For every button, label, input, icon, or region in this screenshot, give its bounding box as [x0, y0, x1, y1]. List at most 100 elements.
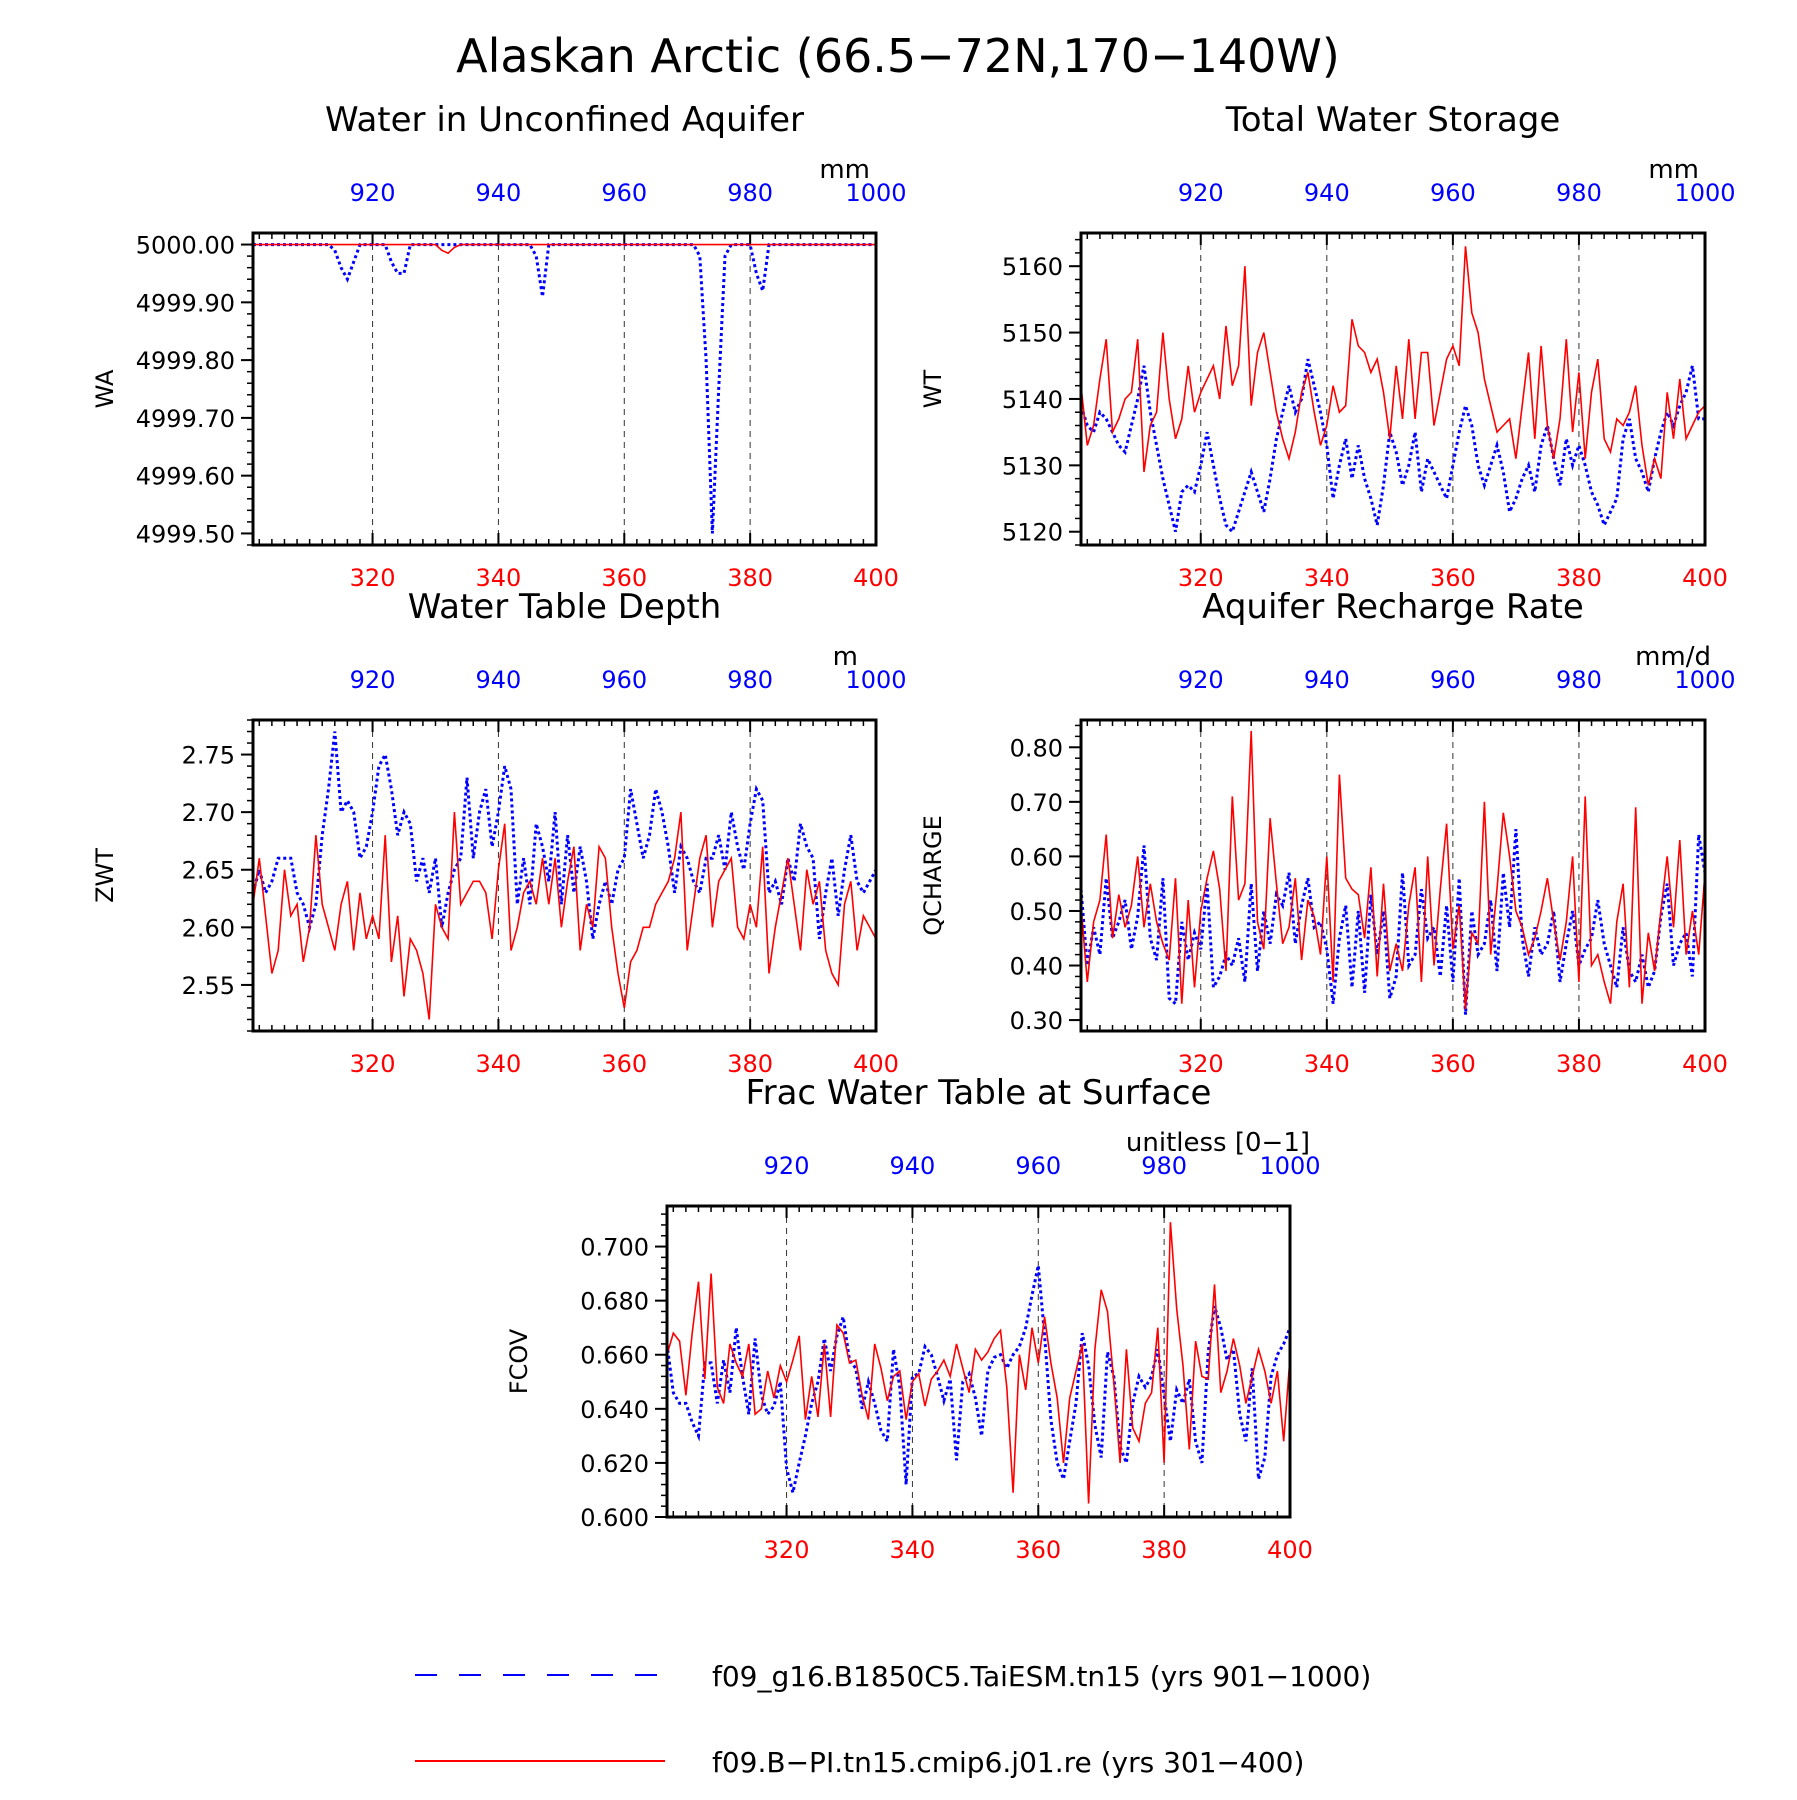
- legend-label-red: f09.B−PI.tn15.cmip6.j01.re (yrs 301−400): [712, 1746, 1304, 1779]
- chart-title: Aquifer Recharge Rate: [1202, 587, 1584, 627]
- series-line-blue: [665, 1265, 1292, 1494]
- x-bottom-tick-label: 400: [1682, 564, 1728, 592]
- x-top-tick-label: 920: [764, 1152, 810, 1180]
- x-bottom-tick-label: 380: [727, 564, 773, 592]
- x-bottom-tick-label: 360: [601, 1050, 647, 1078]
- series-line-red: [1080, 246, 1706, 486]
- x-top-tick-label: 980: [1556, 666, 1602, 694]
- y-tick-label: 0.50: [1010, 898, 1063, 926]
- x-top-tick-label: 980: [727, 179, 773, 207]
- x-bottom-tick-label: 340: [1304, 564, 1350, 592]
- y-tick-label: 0.30: [1010, 1007, 1063, 1035]
- y-tick-label: 0.640: [580, 1396, 649, 1424]
- series-line-red: [252, 811, 877, 1020]
- x-top-tick-label: 1000: [845, 666, 906, 694]
- units-label: mm/d: [1635, 642, 1711, 672]
- legend-item-red: f09.B−PI.tn15.cmip6.j01.re (yrs 301−400): [415, 1746, 1304, 1779]
- y-tick-label: 4999.80: [136, 347, 235, 375]
- x-bottom-tick-label: 340: [476, 1050, 522, 1078]
- chart-panel-4: Aquifer Recharge Rate mm/d QCHARGE 320 340 36…: [919, 587, 1736, 1078]
- units-label: mm: [1648, 155, 1699, 185]
- series-line-blue: [1079, 358, 1705, 535]
- legend: f09_g16.B1850C5.TaiESM.tn15 (yrs 901−100…: [415, 1660, 1371, 1779]
- y-axis-label: WA: [91, 369, 119, 408]
- y-tick-label: 0.620: [580, 1450, 649, 1478]
- chart-title: Water in Unconfined Aquifer: [325, 100, 804, 140]
- plot-frame: [1079, 231, 1707, 547]
- y-tick-label: 0.700: [580, 1234, 649, 1262]
- x-bottom-tick-label: 400: [1682, 1050, 1728, 1078]
- x-bottom-tick-label: 340: [476, 564, 522, 592]
- x-top-tick-label: 940: [476, 179, 522, 207]
- series-line-red: [666, 1222, 1291, 1504]
- x-top-tick-label: 960: [1430, 179, 1476, 207]
- x-top-tick-label: 980: [1141, 1152, 1187, 1180]
- units-label: mm: [819, 155, 870, 185]
- y-tick-label: 4999.70: [136, 405, 235, 433]
- chart-panel-5: Frac Water Table at Surface unitless [0−1…: [505, 1073, 1321, 1564]
- chart-panel-1: Water in Unconfined Aquifer mm WA 320 340 360…: [91, 100, 907, 592]
- y-tick-label: 0.600: [580, 1504, 649, 1532]
- y-tick-label: 5160: [1002, 253, 1063, 281]
- figure-title: Alaskan Arctic (66.5−72N,170−140W): [456, 29, 1340, 83]
- chart-title: Total Water Storage: [1225, 100, 1561, 140]
- x-top-tick-label: 920: [1178, 179, 1224, 207]
- y-tick-label: 2.60: [182, 914, 235, 942]
- x-bottom-tick-label: 340: [1304, 1050, 1350, 1078]
- y-tick-label: 5120: [1002, 519, 1063, 547]
- x-bottom-tick-label: 400: [853, 1050, 899, 1078]
- chart-panel-3: Water Table Depth m ZWT 320 340 360 380 400 920 9…: [91, 587, 907, 1078]
- y-tick-label: 0.80: [1010, 734, 1063, 762]
- x-top-tick-label: 920: [350, 666, 396, 694]
- y-tick-label: 2.70: [182, 799, 235, 827]
- x-bottom-tick-label: 360: [601, 564, 647, 592]
- x-top-tick-label: 1000: [1674, 666, 1735, 694]
- x-top-tick-label: 1000: [1259, 1152, 1320, 1180]
- chart-panel-2: Total Water Storage mm WT 320 340 360 380 400 92…: [919, 100, 1736, 592]
- x-top-tick-label: 960: [601, 179, 647, 207]
- x-top-tick-label: 980: [1556, 179, 1602, 207]
- y-tick-label: 2.75: [182, 742, 235, 770]
- series-line-blue: [253, 243, 876, 534]
- x-top-tick-label: 1000: [845, 179, 906, 207]
- series-line-red: [1080, 730, 1706, 1010]
- plot-frame: [251, 718, 878, 1033]
- x-top-tick-label: 940: [476, 666, 522, 694]
- x-bottom-tick-label: 380: [1556, 1050, 1602, 1078]
- y-tick-label: 5140: [1002, 386, 1063, 414]
- x-top-tick-label: 920: [350, 179, 396, 207]
- y-tick-label: 0.680: [580, 1288, 649, 1316]
- units-label: unitless [0−1]: [1126, 1128, 1310, 1158]
- series-line-red: [253, 243, 876, 255]
- series-line-blue: [251, 731, 878, 940]
- y-tick-label: 5130: [1002, 452, 1063, 480]
- chart-title: Water Table Depth: [408, 587, 722, 627]
- y-tick-label: 0.660: [580, 1342, 649, 1370]
- x-top-tick-label: 980: [727, 666, 773, 694]
- units-label: m: [833, 642, 858, 672]
- x-top-tick-label: 1000: [1674, 179, 1735, 207]
- plot-frame: [1079, 718, 1707, 1033]
- x-top-tick-label: 940: [1304, 666, 1350, 694]
- y-axis-label: QCHARGE: [919, 815, 947, 936]
- y-tick-label: 2.55: [182, 972, 235, 1000]
- y-tick-label: 2.65: [182, 857, 235, 885]
- x-top-tick-label: 920: [1178, 666, 1224, 694]
- y-tick-label: 5150: [1002, 320, 1063, 348]
- x-bottom-tick-label: 380: [1141, 1536, 1187, 1564]
- x-bottom-tick-label: 400: [1267, 1536, 1313, 1564]
- y-axis-label: ZWT: [91, 848, 119, 903]
- x-bottom-tick-label: 380: [727, 1050, 773, 1078]
- legend-label-blue: f09_g16.B1850C5.TaiESM.tn15 (yrs 901−100…: [712, 1660, 1371, 1693]
- y-tick-label: 4999.50: [136, 520, 235, 548]
- x-bottom-tick-label: 380: [1556, 564, 1602, 592]
- x-bottom-tick-label: 360: [1430, 564, 1476, 592]
- x-top-tick-label: 940: [890, 1152, 936, 1180]
- x-bottom-tick-label: 340: [890, 1536, 936, 1564]
- y-tick-label: 5000.00: [136, 232, 235, 260]
- x-bottom-tick-label: 320: [1178, 1050, 1224, 1078]
- x-bottom-tick-label: 360: [1015, 1536, 1061, 1564]
- x-bottom-tick-label: 320: [350, 1050, 396, 1078]
- plot-frame: [665, 1204, 1292, 1519]
